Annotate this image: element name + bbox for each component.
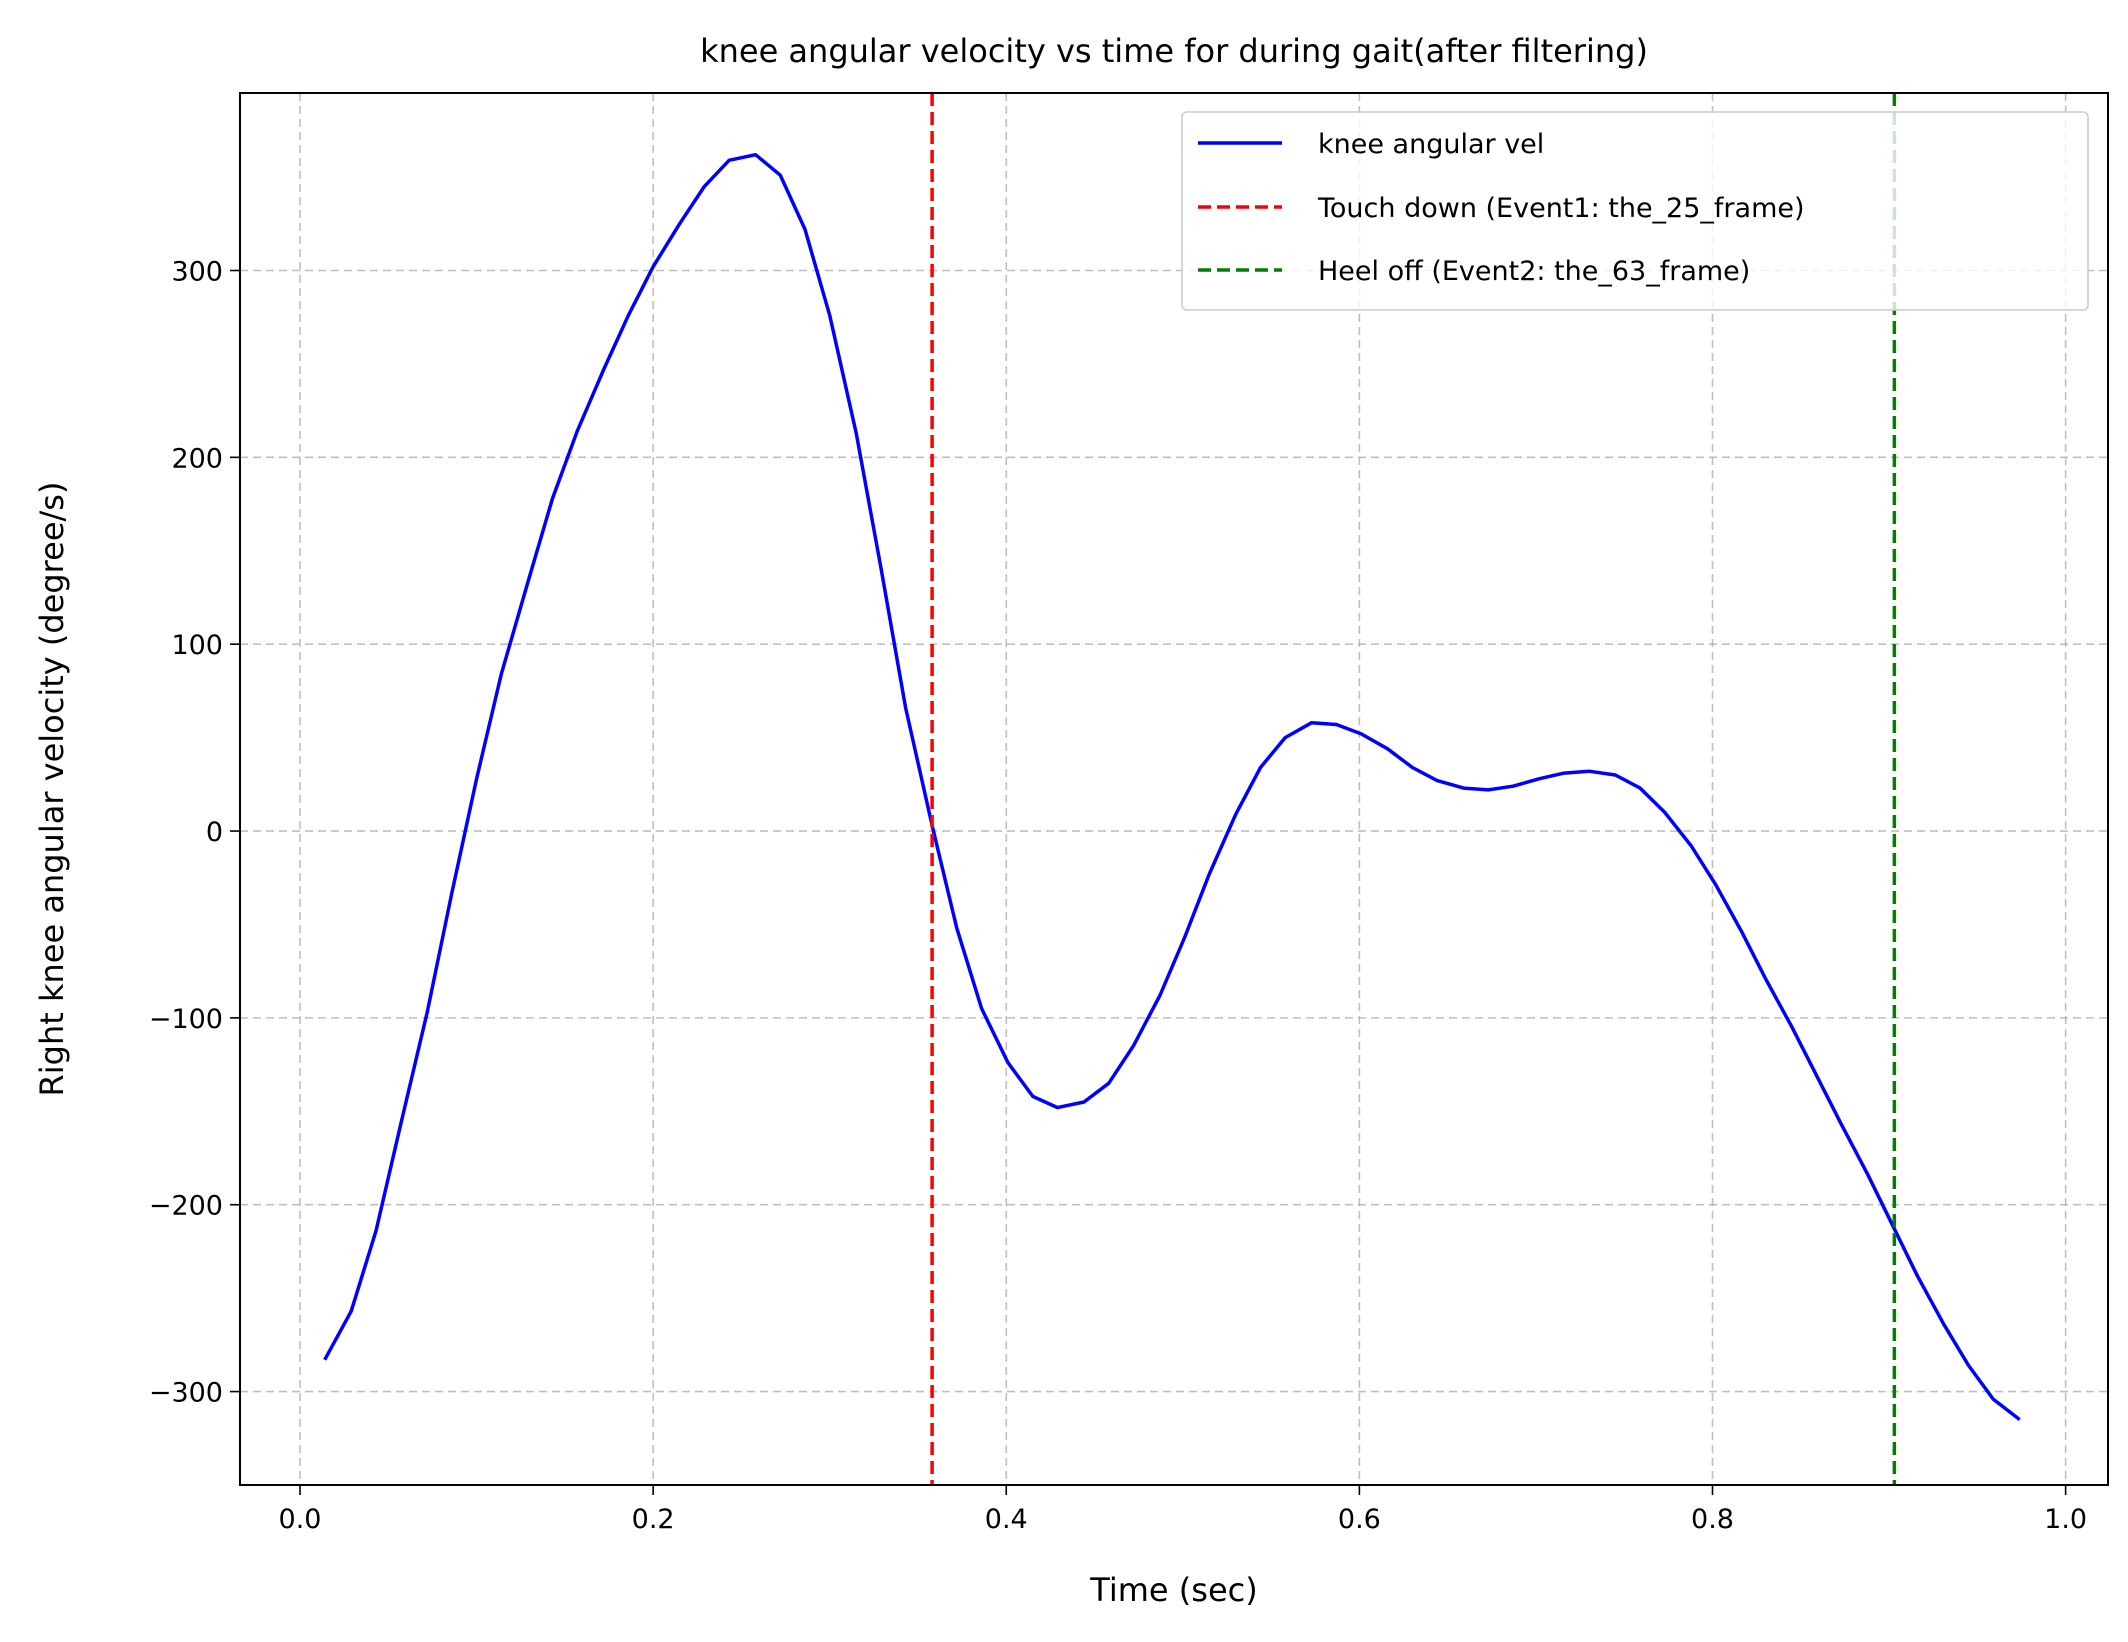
knee-angular-vel-line <box>323 152 2021 1421</box>
x-ticks: 0.0 0.2 0.4 0.6 0.8 1.0 <box>279 1485 2087 1535</box>
series-layer <box>323 93 2021 1485</box>
y-tick-label: 100 <box>171 630 223 661</box>
legend: knee angular vel Touch down (Event1: the… <box>1181 111 2089 311</box>
grid <box>240 93 2108 1485</box>
x-tick-label: 0.4 <box>985 1504 1028 1535</box>
y-tick-label: −100 <box>149 1004 223 1035</box>
x-axis-label: Time (sec) <box>1089 1571 1257 1609</box>
legend-label-touch-down: Touch down (Event1: the_25_frame) <box>1317 193 1805 224</box>
y-tick-label: 300 <box>171 257 223 288</box>
y-axis-label: Right knee angular velocity (degree/s) <box>33 482 71 1097</box>
x-tick-label: 0.0 <box>279 1504 322 1535</box>
y-tick-label: −300 <box>149 1378 223 1409</box>
y-tick-label: 200 <box>171 443 223 474</box>
legend-box <box>1181 111 2089 311</box>
x-tick-label: 1.0 <box>2044 1504 2087 1535</box>
legend-label-heel-off: Heel off (Event2: the_63_frame) <box>1318 256 1750 287</box>
y-tick-label: 0 <box>206 817 223 848</box>
legend-label-knee-angular-vel: knee angular vel <box>1318 129 1544 160</box>
x-tick-label: 0.2 <box>632 1504 675 1535</box>
y-tick-label: −200 <box>149 1191 223 1222</box>
plot-frame <box>239 92 2109 1486</box>
x-tick-label: 0.8 <box>1691 1504 1734 1535</box>
y-ticks: −300 −200 −100 0 100 200 300 <box>149 257 240 1409</box>
x-tick-label: 0.6 <box>1338 1504 1381 1535</box>
chart-title: knee angular velocity vs time for during… <box>700 32 1648 70</box>
